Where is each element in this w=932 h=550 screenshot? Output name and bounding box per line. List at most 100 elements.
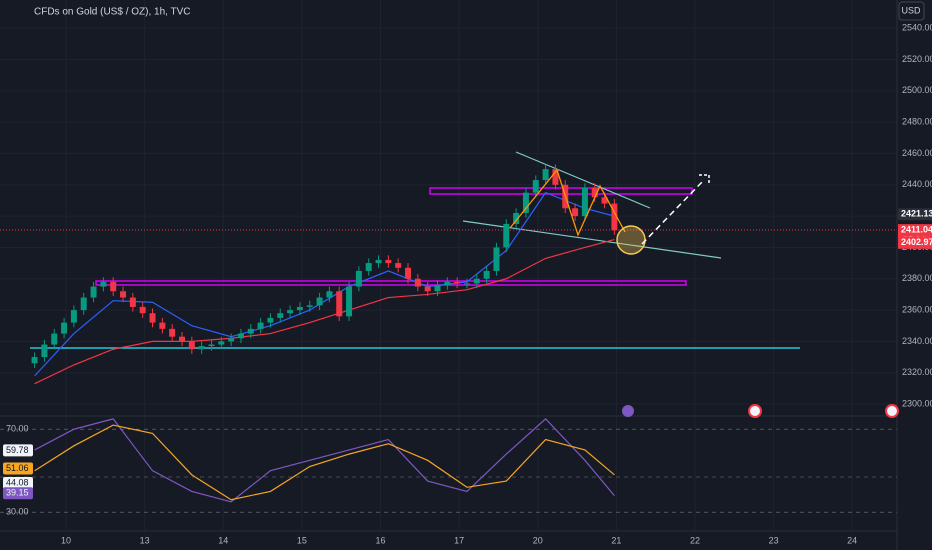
candle-body (483, 270, 490, 279)
rsi-tick-label: 70.00 (6, 424, 29, 434)
candle-body (503, 223, 510, 248)
candle-body (237, 333, 244, 339)
x-tick-label: 23 (769, 535, 779, 545)
x-tick-label: 17 (454, 535, 464, 545)
candle-body (473, 278, 480, 284)
y-tick-label: 2360.00 (902, 304, 932, 314)
price-tag (898, 236, 932, 249)
event-icon[interactable] (622, 405, 634, 417)
highlight-circle (616, 225, 646, 255)
candle-body (228, 338, 235, 342)
candle-body (218, 341, 225, 345)
candle-body (61, 322, 68, 334)
candle-body (80, 297, 87, 311)
y-tick-label: 2320.00 (902, 367, 932, 377)
candle-body (287, 310, 294, 314)
candle-body (188, 341, 195, 350)
x-tick-label: 20 (533, 535, 543, 545)
rsi-tag (3, 476, 33, 489)
candle-body (208, 344, 215, 347)
candle-body (110, 281, 117, 292)
candle-body (365, 263, 372, 271)
candle-body (493, 247, 500, 271)
y-tick-label: 2380.00 (902, 273, 932, 283)
y-tick-label: 2440.00 (902, 179, 932, 189)
y-tick-label: 2340.00 (902, 336, 932, 346)
currency-button[interactable] (898, 1, 925, 21)
price-tag-label: 2421.13 (901, 209, 932, 219)
candle-body (454, 281, 461, 284)
event-icon[interactable] (885, 404, 899, 418)
y-tick-label: 2540.00 (902, 23, 932, 33)
candle-body (139, 306, 146, 314)
candle-body (336, 291, 343, 317)
x-tick-label: 14 (218, 535, 228, 545)
candle-body (522, 192, 529, 213)
zigzag (509, 168, 626, 237)
candle-body (306, 305, 313, 307)
currency: USD (901, 5, 921, 15)
candle-body (100, 281, 107, 287)
x-tick-label: 24 (847, 535, 857, 545)
candle-body (395, 263, 402, 268)
x-tick-label: 21 (611, 535, 621, 545)
moving-average (34, 239, 615, 385)
rsi-tag-label: 39.15 (6, 488, 29, 498)
candle-body (247, 328, 254, 334)
candle-body (552, 169, 559, 185)
candle-body (149, 313, 156, 323)
candle-body (513, 212, 520, 224)
candle-body (51, 333, 58, 345)
candle-body (70, 310, 77, 323)
candle-body (159, 322, 166, 329)
rsi-tag (3, 487, 33, 500)
grid (0, 0, 897, 530)
rsi-line (34, 424, 615, 501)
trend-line (515, 151, 651, 209)
x-tick-label: 15 (297, 535, 307, 545)
rsi-tick-label: 30.00 (6, 507, 29, 517)
x-tick-label: 13 (140, 535, 150, 545)
candle-body (346, 286, 353, 317)
candle-body (169, 328, 176, 337)
candle-body (41, 344, 48, 358)
candle-body (581, 187, 588, 217)
candle-body (463, 283, 470, 285)
rsi-tag (3, 444, 33, 457)
candle-body (277, 313, 284, 318)
candle-body (405, 267, 412, 279)
candle-body (542, 169, 549, 181)
y-tick-label: 2500.00 (902, 85, 932, 95)
candle-body (198, 346, 205, 350)
candle-body (434, 285, 441, 292)
event-icon[interactable] (748, 404, 762, 418)
candle-body (414, 278, 421, 287)
rsi-tag-label: 51.06 (6, 463, 29, 473)
candle-body (31, 357, 38, 364)
y-tick-label: 2300.00 (902, 398, 932, 408)
candle-body (444, 281, 451, 286)
y-tick-label: 2460.00 (902, 148, 932, 158)
candle-body (601, 197, 608, 204)
candle-body (385, 259, 392, 264)
support-zone (95, 280, 687, 286)
candle-body (296, 306, 303, 311)
y-tick-label: 2520.00 (902, 54, 932, 64)
price-tag (898, 224, 932, 237)
candle-body (532, 180, 539, 193)
rsi-line (34, 418, 615, 503)
candle-body (572, 208, 579, 217)
price-tag (898, 208, 932, 221)
rsi-tag (3, 462, 33, 475)
candles (31, 164, 618, 369)
price-tag-label: 2411.04 (901, 225, 932, 235)
candle-body (424, 286, 431, 292)
y-tick-label: 2480.00 (902, 117, 932, 127)
candle-body (355, 270, 362, 287)
candle-body (178, 336, 185, 342)
rsi-tag-label: 59.78 (6, 445, 29, 455)
rsi-tag-label: 44.08 (6, 477, 29, 487)
candle-body (90, 286, 97, 298)
